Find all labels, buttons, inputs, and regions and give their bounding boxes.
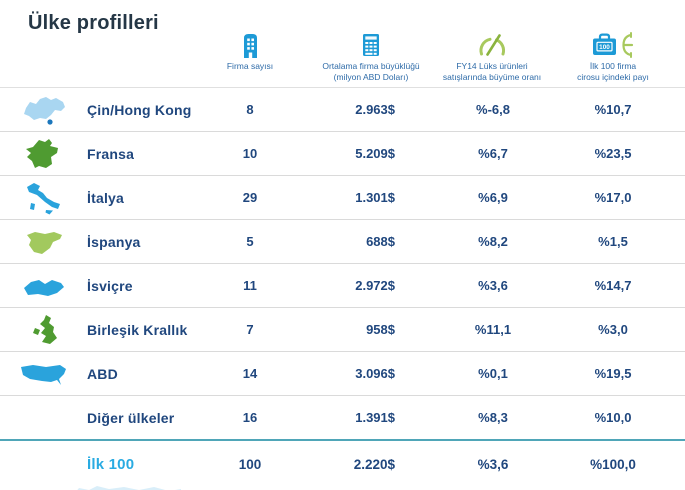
table-row-uk: Birleşik Krallık 7 958$ %11,1 %3,0	[0, 308, 685, 352]
table-body: Çin/Hong Kong 8 2.963$ %-6,8 %10,7 Frans…	[0, 87, 685, 487]
empty-icon-slot	[14, 396, 74, 439]
growth-rate-total: %3,6	[477, 456, 509, 472]
avg-firm-size-value: 1.301$	[355, 190, 395, 205]
column-header-label: Ortalama firma büyüklüğü	[322, 61, 420, 71]
spain-map-icon	[14, 220, 74, 263]
table-row-italy: İtalya 29 1.301$ %6,9 %17,0	[0, 176, 685, 220]
briefcase-100-icon: 100	[551, 30, 675, 58]
china-map-icon	[14, 88, 74, 131]
revenue-share-value: %10,7	[594, 102, 632, 117]
column-header-label: İlk 100 firma	[589, 61, 637, 71]
firm-count-value: 11	[243, 278, 257, 293]
page-title: Ülke profilleri	[28, 12, 159, 34]
growth-rate-value: %8,2	[478, 234, 508, 249]
column-header-label-line2: satışlarında büyüme oranı	[442, 72, 542, 83]
growth-rate-value: %8,3	[478, 410, 508, 425]
column-header-avg-firm-size: Ortalama firma büyüklüğü (milyon ABD Dol…	[309, 30, 433, 83]
growth-rate-value: %11,1	[474, 322, 512, 337]
revenue-share-value: %17,0	[594, 190, 632, 205]
table-row-china: Çin/Hong Kong 8 2.963$ %-6,8 %10,7	[0, 88, 685, 132]
france-map-icon	[14, 132, 74, 175]
revenue-share-value: %23,5	[594, 146, 632, 161]
table-row-switzerland: İsviçre 11 2.972$ %3,6 %14,7	[0, 264, 685, 308]
revenue-share-value: %19,5	[594, 366, 632, 381]
growth-rate-value: %6,7	[478, 146, 508, 161]
firm-count-value: 7	[246, 322, 254, 337]
growth-rate-value: %0,1	[478, 366, 508, 381]
country-name: Çin/Hong Kong	[87, 101, 192, 118]
table-row-spain: İspanya 5 688$ %8,2 %1,5	[0, 220, 685, 264]
avg-firm-size-value: 3.096$	[355, 366, 395, 381]
calculator-icon	[309, 30, 433, 58]
avg-firm-size-total: 2.220$	[353, 456, 395, 472]
growth-rate-value: %3,6	[478, 278, 508, 293]
country-name: İsviçre	[87, 277, 133, 294]
usa-map-icon	[14, 352, 74, 395]
world-map-partial-icon	[70, 481, 185, 490]
column-header-label-line2: cirosu içindeki payı	[577, 72, 649, 83]
column-header-growth-rate: FY14 Lüks ürünleri satışlarında büyüme o…	[430, 30, 554, 83]
country-name: İtalya	[87, 189, 124, 206]
italy-map-icon	[14, 176, 74, 219]
column-header-firm-count: Firma sayısı	[188, 30, 312, 72]
country-name: Diğer ülkeler	[87, 409, 175, 426]
briefcase-100-label: 100	[599, 44, 610, 51]
avg-firm-size-value: 688$	[366, 234, 395, 249]
avg-firm-size-value: 5.209$	[355, 146, 395, 161]
avg-firm-size-value: 2.972$	[355, 278, 395, 293]
avg-firm-size-value: 958$	[366, 322, 395, 337]
firm-count-value: 10	[242, 146, 258, 161]
country-name: Birleşik Krallık	[87, 321, 188, 338]
switzerland-map-icon	[14, 264, 74, 307]
column-header-label-line2: (milyon ABD Doları)	[333, 72, 409, 83]
total-row-label: İlk 100	[87, 455, 135, 473]
growth-rate-value: %-6,8	[476, 102, 510, 117]
avg-firm-size-value: 1.391$	[355, 410, 395, 425]
country-name: İspanya	[87, 233, 141, 250]
table-row-other-countries: Diğer ülkeler 16 1.391$ %8,3 %10,0	[0, 396, 685, 440]
firm-count-value: 5	[246, 234, 254, 249]
firm-count-value: 14	[242, 366, 258, 381]
firm-count-total: 100	[238, 456, 262, 472]
country-name: Fransa	[87, 145, 135, 162]
table-row-top100-total: İlk 100 100 2.220$ %3,6 %100,0	[0, 439, 685, 487]
revenue-share-value: %14,7	[594, 278, 632, 293]
revenue-share-total: %100,0	[590, 456, 636, 472]
revenue-share-value: %10,0	[594, 410, 632, 425]
uk-map-icon	[14, 308, 74, 351]
firm-count-value: 8	[246, 102, 254, 117]
column-header-label: FY14 Lüks ürünleri	[456, 61, 528, 71]
revenue-share-value: %1,5	[598, 234, 628, 249]
firm-count-value: 29	[242, 190, 258, 205]
revenue-share-value: %3,0	[598, 322, 628, 337]
table-row-usa: ABD 14 3.096$ %0,1 %19,5	[0, 352, 685, 396]
column-header-top100-share: 100 İlk 100 firma cirosu içindeki payı	[551, 30, 675, 83]
firm-count-value: 16	[242, 410, 258, 425]
avg-firm-size-value: 2.963$	[355, 102, 395, 117]
country-name: ABD	[87, 365, 118, 382]
table-row-france: Fransa 10 5.209$ %6,7 %23,5	[0, 132, 685, 176]
growth-rate-value: %6,9	[478, 190, 508, 205]
building-icon	[188, 30, 312, 58]
growth-gauge-icon	[430, 30, 554, 58]
column-header-label: Firma sayısı	[226, 61, 274, 71]
